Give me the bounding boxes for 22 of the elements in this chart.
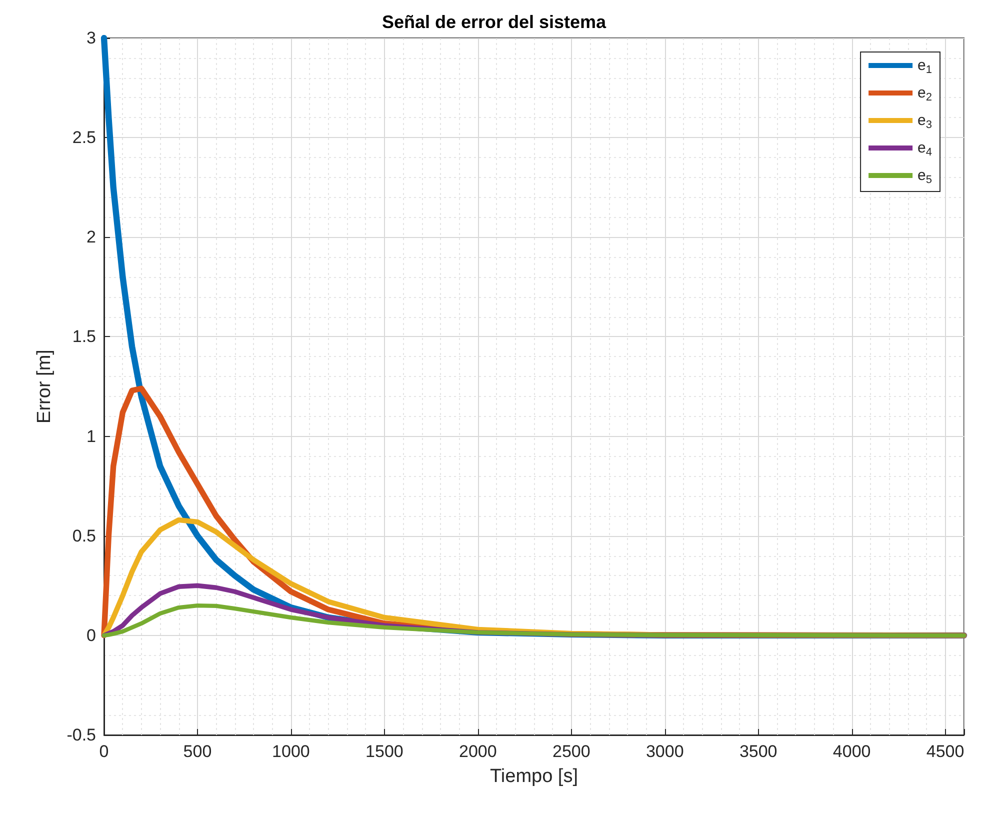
x-tick-label: 500 — [183, 742, 212, 761]
y-tick-label: 0.5 — [72, 526, 96, 546]
y-tick-label: 2.5 — [72, 128, 96, 148]
chart-title: Señal de error del sistema — [382, 12, 608, 32]
x-tick-label: 0 — [99, 742, 109, 761]
x-tick-label: 1000 — [272, 742, 310, 761]
x-tick-label: 1500 — [366, 742, 404, 761]
y-tick-label: 1 — [86, 426, 96, 446]
x-tick-label: 4000 — [832, 742, 871, 761]
y-tick-label: 0 — [86, 626, 96, 645]
y-axis-title: Error [m] — [34, 350, 55, 424]
y-tick-label: 2 — [86, 228, 96, 247]
y-tick-label: 3 — [86, 28, 96, 48]
y-tick-label: 1.5 — [72, 327, 96, 346]
x-tick-label: 2500 — [552, 742, 590, 761]
y-tick-label: -0.5 — [66, 726, 96, 744]
x-tick-label: 3000 — [646, 742, 684, 761]
line-series — [102, 603, 966, 638]
x-tick-label: 4500 — [926, 742, 964, 761]
x-axis-title: Tiempo [s] — [490, 766, 578, 787]
x-tick-label: 2000 — [459, 742, 497, 761]
x-tick-label: 3500 — [739, 742, 778, 761]
